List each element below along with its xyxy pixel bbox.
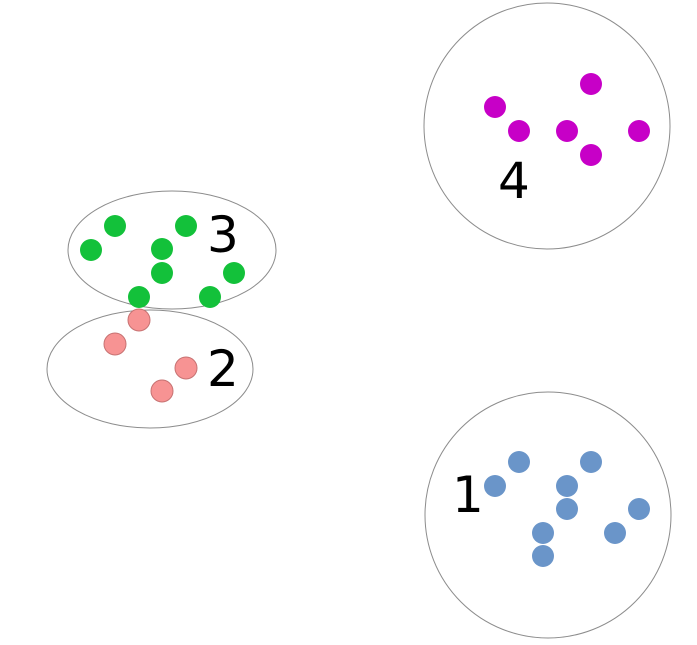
cluster-4-point (580, 73, 602, 95)
cluster-2-point (103, 332, 127, 356)
cluster-1-point (556, 475, 578, 497)
cluster-3: 3 (67, 190, 277, 310)
cluster-2: 2 (46, 308, 254, 429)
cluster-1-point (484, 475, 506, 497)
cluster-2-point (150, 379, 174, 403)
cluster-4-point (484, 96, 506, 118)
cluster-3-point (128, 286, 150, 308)
cluster-3-label: 3 (207, 206, 239, 264)
cluster-2-outline (46, 309, 254, 429)
cluster-3-point (199, 286, 221, 308)
cluster-1-point (580, 451, 602, 473)
cluster-2-label: 2 (207, 340, 239, 398)
cluster-4-outline (423, 2, 671, 250)
cluster-3-outline (67, 190, 277, 310)
cluster-1-point (532, 545, 554, 567)
cluster-4-point (556, 120, 578, 142)
cluster-3-point (80, 239, 102, 261)
cluster-1-point (508, 451, 530, 473)
cluster-3-point (175, 215, 197, 237)
cluster-1-label: 1 (452, 466, 484, 524)
cluster-1-point (604, 522, 626, 544)
cluster-4-point (628, 120, 650, 142)
cluster-3-point (104, 215, 126, 237)
cluster-1-point (556, 498, 578, 520)
cluster-3-point (151, 262, 173, 284)
cluster-1-point (628, 498, 650, 520)
cluster-3-point (223, 262, 245, 284)
cluster-4-label: 4 (498, 152, 530, 210)
cluster-4-point (580, 144, 602, 166)
cluster-1-outline (424, 391, 672, 639)
cluster-2-point (127, 308, 151, 332)
cluster-3-point (151, 238, 173, 260)
cluster-2-point (174, 356, 198, 380)
cluster-4: 4 (423, 2, 671, 250)
cluster-4-point (508, 120, 530, 142)
cluster-1-point (532, 522, 554, 544)
cluster-1: 1 (424, 391, 672, 639)
